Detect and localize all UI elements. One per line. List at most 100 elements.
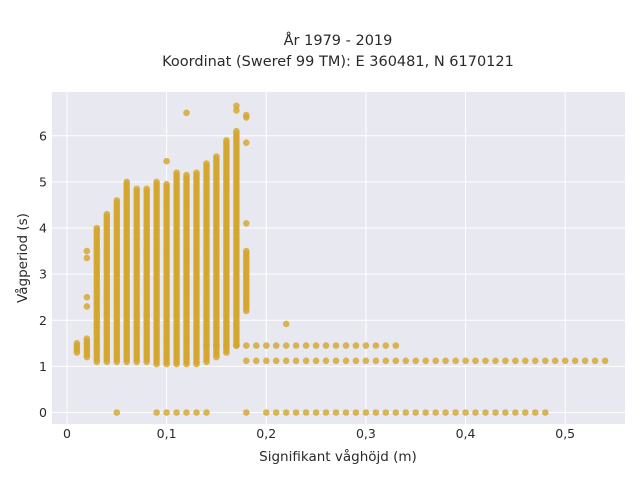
- data-point: [272, 357, 280, 365]
- data-point: [472, 409, 479, 416]
- data-point: [233, 342, 240, 349]
- y-axis-ticks: 0 1 2 3 4 5 6: [39, 128, 47, 420]
- data-point: [581, 357, 589, 365]
- data-point: [282, 342, 290, 349]
- data-point: [462, 409, 469, 416]
- data-point: [263, 357, 270, 365]
- data-point: [282, 357, 290, 365]
- y-tick-label: 2: [39, 313, 47, 328]
- data-point: [402, 409, 410, 416]
- data-point: [482, 357, 489, 365]
- data-point: [83, 293, 91, 301]
- data-point: [203, 342, 210, 349]
- data-point: [382, 409, 390, 416]
- data-point: [143, 185, 150, 193]
- data-point: [243, 342, 250, 349]
- data-point: [233, 102, 240, 110]
- data-point: [153, 178, 160, 186]
- data-point: [183, 171, 190, 179]
- x-tick-label: 0,2: [256, 426, 276, 441]
- chart-title-line2: Koordinat (Sweref 99 TM): E 360481, N 61…: [162, 54, 514, 70]
- x-axis-label: Signifikant våghöjd (m): [259, 448, 417, 465]
- data-point: [502, 357, 509, 365]
- x-tick-label: 0,5: [555, 426, 575, 441]
- data-point: [392, 357, 400, 365]
- data-point: [203, 160, 210, 167]
- x-tick-label: 0: [63, 426, 71, 441]
- data-point: [342, 357, 350, 365]
- data-point: [272, 342, 280, 349]
- data-point: [342, 409, 350, 416]
- data-point: [332, 357, 340, 365]
- data-point: [312, 357, 320, 365]
- data-point: [243, 409, 250, 416]
- data-point: [153, 409, 160, 416]
- data-point: [292, 409, 300, 416]
- data-point: [382, 342, 390, 349]
- data-point: [252, 342, 260, 349]
- data-point: [302, 409, 310, 416]
- data-point: [372, 342, 380, 349]
- data-point: [412, 409, 420, 416]
- data-point: [203, 409, 210, 416]
- data-point: [263, 409, 270, 416]
- data-point: [462, 357, 469, 365]
- data-point: [322, 342, 330, 349]
- data-point: [282, 320, 290, 328]
- data-point: [542, 409, 549, 416]
- data-points: [73, 102, 609, 416]
- data-point: [422, 357, 430, 365]
- data-point: [183, 409, 190, 416]
- data-point: [113, 197, 121, 204]
- data-point: [193, 169, 200, 176]
- data-point: [252, 357, 260, 365]
- data-point: [83, 254, 91, 262]
- y-tick-label: 6: [39, 128, 47, 143]
- data-point: [512, 409, 519, 416]
- data-point: [133, 185, 140, 193]
- x-axis-ticks: 0 0,1 0,2 0,3 0,4 0,5: [63, 426, 575, 441]
- data-point: [213, 342, 220, 349]
- data-point: [183, 109, 190, 117]
- data-point: [243, 220, 250, 227]
- data-point: [312, 409, 320, 416]
- data-point: [522, 409, 529, 416]
- data-point: [233, 127, 240, 135]
- data-point: [163, 157, 170, 165]
- data-point: [452, 409, 459, 416]
- chart-title-line1: År 1979 - 2019: [284, 32, 393, 49]
- data-point: [382, 357, 390, 365]
- data-point: [302, 342, 310, 349]
- data-point: [223, 137, 230, 144]
- data-point: [83, 335, 91, 343]
- data-point: [312, 342, 320, 349]
- data-point: [452, 357, 459, 365]
- data-point: [492, 357, 499, 365]
- x-tick-label: 0,1: [157, 426, 177, 441]
- data-point: [571, 357, 579, 365]
- data-point: [432, 357, 440, 365]
- data-point: [422, 409, 430, 416]
- data-point: [173, 169, 180, 176]
- data-point: [243, 247, 250, 255]
- data-point: [502, 409, 509, 416]
- data-point: [223, 342, 230, 349]
- data-point: [352, 409, 360, 416]
- data-point: [243, 139, 250, 146]
- y-axis-label: Vågperiod (s): [14, 213, 31, 303]
- data-point: [213, 153, 220, 160]
- data-point: [103, 210, 111, 218]
- data-point: [322, 409, 330, 416]
- data-point: [233, 107, 240, 114]
- data-point: [243, 111, 250, 119]
- data-point: [392, 342, 400, 349]
- data-point: [482, 409, 489, 416]
- data-point: [83, 247, 91, 255]
- data-point: [402, 357, 410, 365]
- data-point: [601, 357, 609, 365]
- data-point: [442, 357, 449, 365]
- data-point: [412, 357, 420, 365]
- data-point: [551, 357, 559, 365]
- data-point: [372, 357, 380, 365]
